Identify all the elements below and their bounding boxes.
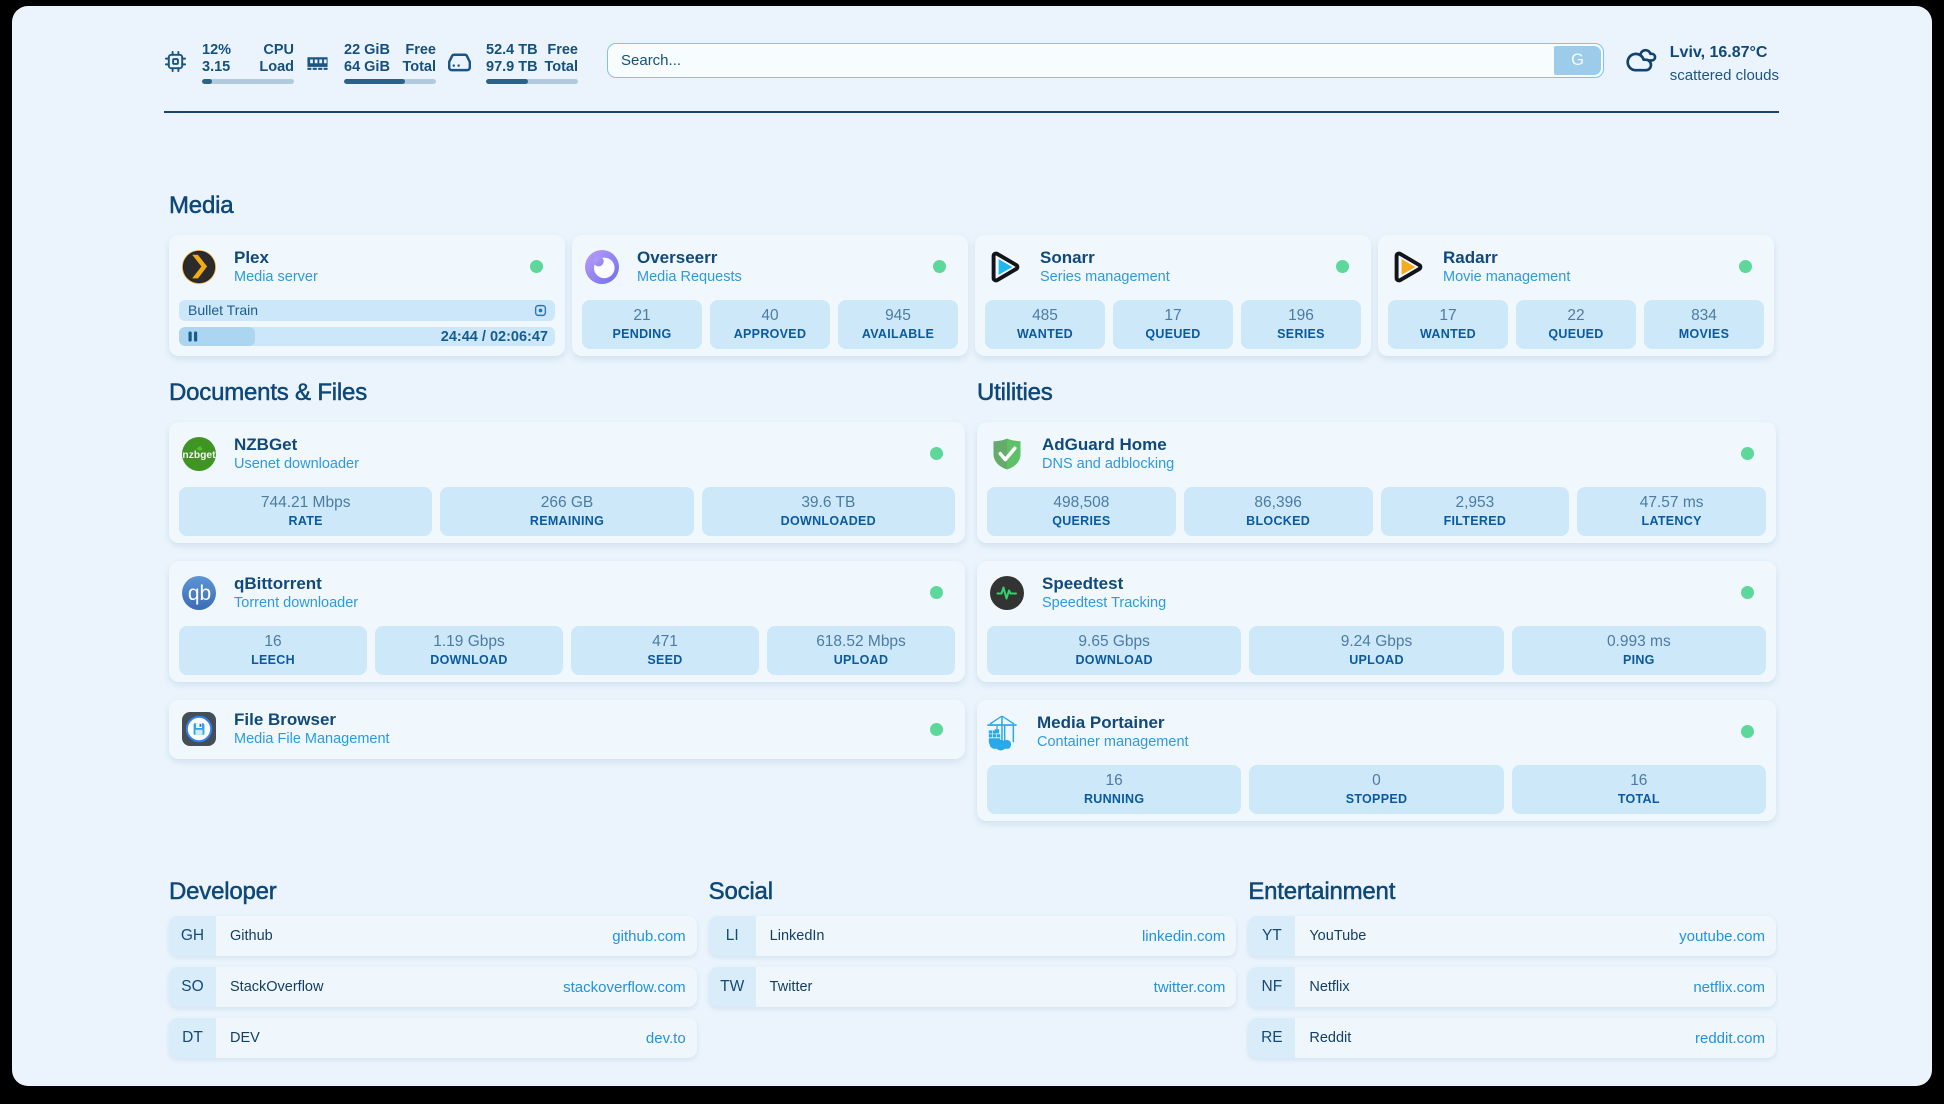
svg-text:qb: qb [188, 582, 211, 605]
svg-text:nzbget: nzbget [182, 450, 216, 461]
